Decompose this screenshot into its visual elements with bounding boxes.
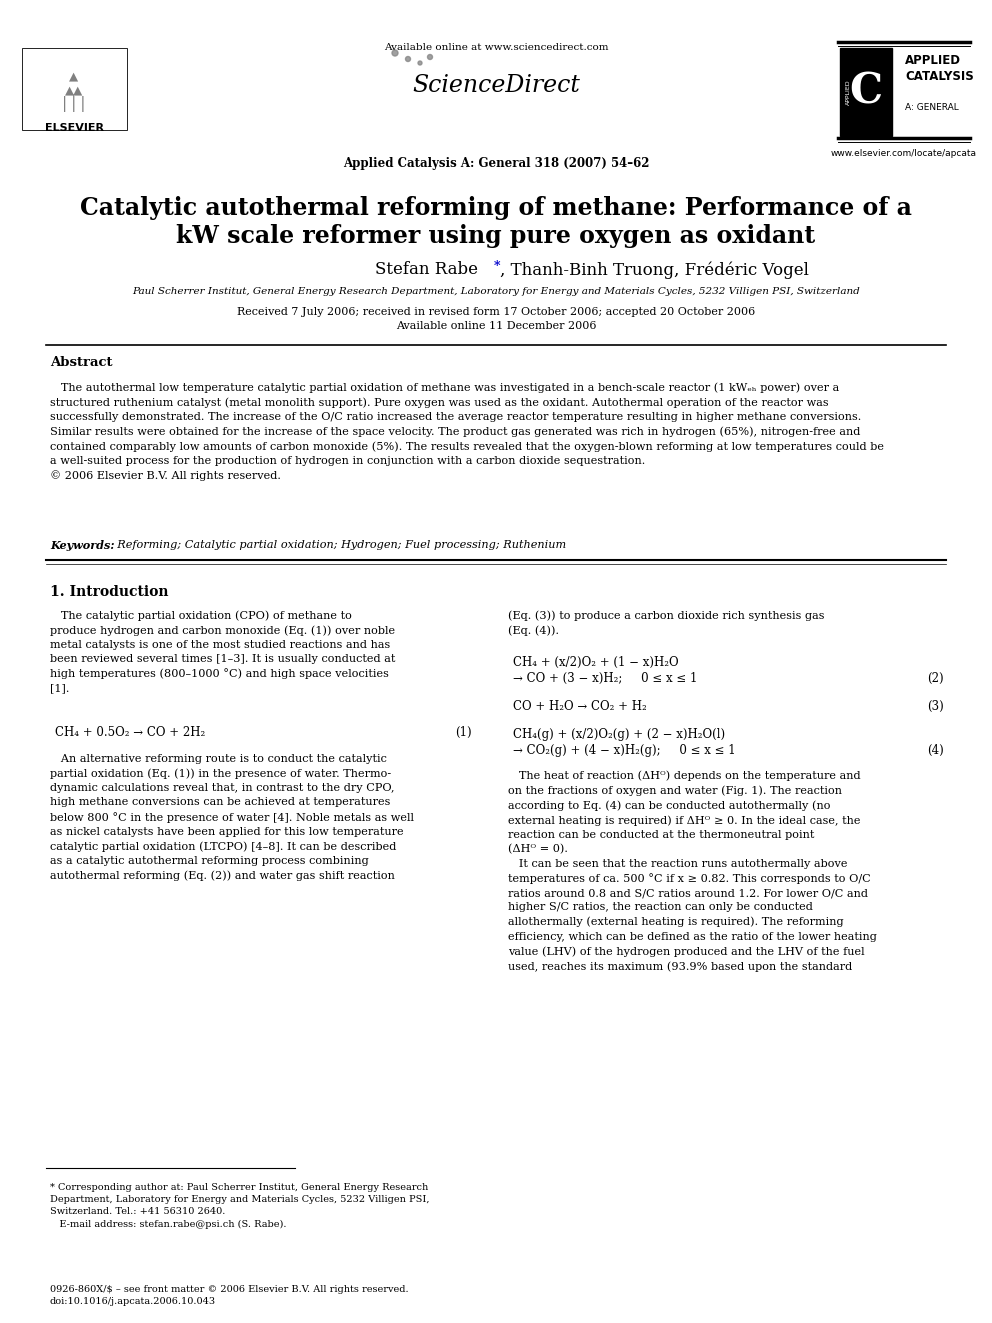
Text: , Thanh-Binh Truong, Frédéric Vogel: , Thanh-Binh Truong, Frédéric Vogel	[500, 261, 808, 279]
Bar	[22, 48, 127, 130]
Text: (2): (2)	[928, 672, 944, 685]
Text: 1. Introduction: 1. Introduction	[50, 585, 169, 599]
Circle shape	[428, 54, 433, 60]
Text: A: GENERAL: A: GENERAL	[905, 103, 958, 112]
Text: 0926-860X/$ – see front matter © 2006 Elsevier B.V. All rights reserved.
doi:10.: 0926-860X/$ – see front matter © 2006 El…	[50, 1285, 409, 1306]
Text: ELSEVIER: ELSEVIER	[45, 123, 103, 134]
Text: (3): (3)	[928, 700, 944, 713]
Text: APPLIED
CATALYSIS: APPLIED CATALYSIS	[905, 53, 974, 82]
Text: CH₄(g) + (x/2)O₂(g) + (2 − x)H₂O(l): CH₄(g) + (x/2)O₂(g) + (2 − x)H₂O(l)	[513, 728, 725, 741]
Text: Reforming; Catalytic partial oxidation; Hydrogen; Fuel processing; Ruthenium: Reforming; Catalytic partial oxidation; …	[110, 540, 566, 550]
Text: * Corresponding author at: Paul Scherrer Institut, General Energy Research
Depar: * Corresponding author at: Paul Scherrer…	[50, 1183, 430, 1229]
Text: Applied Catalysis A: General 318 (2007) 54–62: Applied Catalysis A: General 318 (2007) …	[343, 156, 649, 169]
Text: APPLIED: APPLIED	[845, 79, 850, 105]
Text: C: C	[849, 71, 883, 112]
Text: *: *	[494, 259, 501, 273]
Text: CO + H₂O → CO₂ + H₂: CO + H₂O → CO₂ + H₂	[513, 700, 647, 713]
Text: The catalytic partial oxidation (CPO) of methane to
produce hydrogen and carbon : The catalytic partial oxidation (CPO) of…	[50, 610, 396, 693]
Text: The autothermal low temperature catalytic partial oxidation of methane was inves: The autothermal low temperature catalyti…	[50, 382, 884, 482]
Circle shape	[406, 57, 411, 61]
Text: Catalytic autothermal reforming of methane: Performance of a: Catalytic autothermal reforming of metha…	[80, 196, 912, 220]
Text: www.elsevier.com/locate/apcata: www.elsevier.com/locate/apcata	[831, 148, 977, 157]
Text: Stefan Rabe: Stefan Rabe	[375, 262, 483, 279]
Text: Received 7 July 2006; received in revised form 17 October 2006; accepted 20 Octo: Received 7 July 2006; received in revise…	[237, 307, 755, 318]
Text: (Eq. (3)) to produce a carbon dioxide rich synthesis gas
(Eq. (4)).: (Eq. (3)) to produce a carbon dioxide ri…	[508, 610, 824, 635]
Text: ScienceDirect: ScienceDirect	[412, 74, 580, 97]
Circle shape	[392, 50, 398, 56]
Text: Available online 11 December 2006: Available online 11 December 2006	[396, 321, 596, 331]
Text: (1): (1)	[455, 726, 472, 740]
Text: ▲
▲▲
|||: ▲ ▲▲ |||	[61, 69, 87, 112]
Text: The heat of reaction (ΔHᴼ) depends on the temperature and
on the fractions of ox: The heat of reaction (ΔHᴼ) depends on th…	[508, 770, 877, 971]
Text: An alternative reforming route is to conduct the catalytic
partial oxidation (Eq: An alternative reforming route is to con…	[50, 754, 414, 881]
Text: CH₄ + 0.5O₂ → CO + 2H₂: CH₄ + 0.5O₂ → CO + 2H₂	[55, 726, 205, 740]
Bar	[840, 48, 892, 136]
Text: → CO + (3 − x)H₂;     0 ≤ x ≤ 1: → CO + (3 − x)H₂; 0 ≤ x ≤ 1	[513, 672, 697, 685]
Text: (4): (4)	[928, 744, 944, 757]
Text: CH₄ + (x/2)O₂ + (1 − x)H₂O: CH₄ + (x/2)O₂ + (1 − x)H₂O	[513, 656, 679, 669]
Text: Abstract: Abstract	[50, 356, 112, 369]
Circle shape	[418, 61, 422, 65]
Text: Keywords:: Keywords:	[50, 540, 114, 550]
Text: kW scale reformer using pure oxygen as oxidant: kW scale reformer using pure oxygen as o…	[177, 224, 815, 247]
Text: → CO₂(g) + (4 − x)H₂(g);     0 ≤ x ≤ 1: → CO₂(g) + (4 − x)H₂(g); 0 ≤ x ≤ 1	[513, 744, 736, 757]
Text: Paul Scherrer Institut, General Energy Research Department, Laboratory for Energ: Paul Scherrer Institut, General Energy R…	[132, 287, 860, 296]
Text: Available online at www.sciencedirect.com: Available online at www.sciencedirect.co…	[384, 44, 608, 53]
